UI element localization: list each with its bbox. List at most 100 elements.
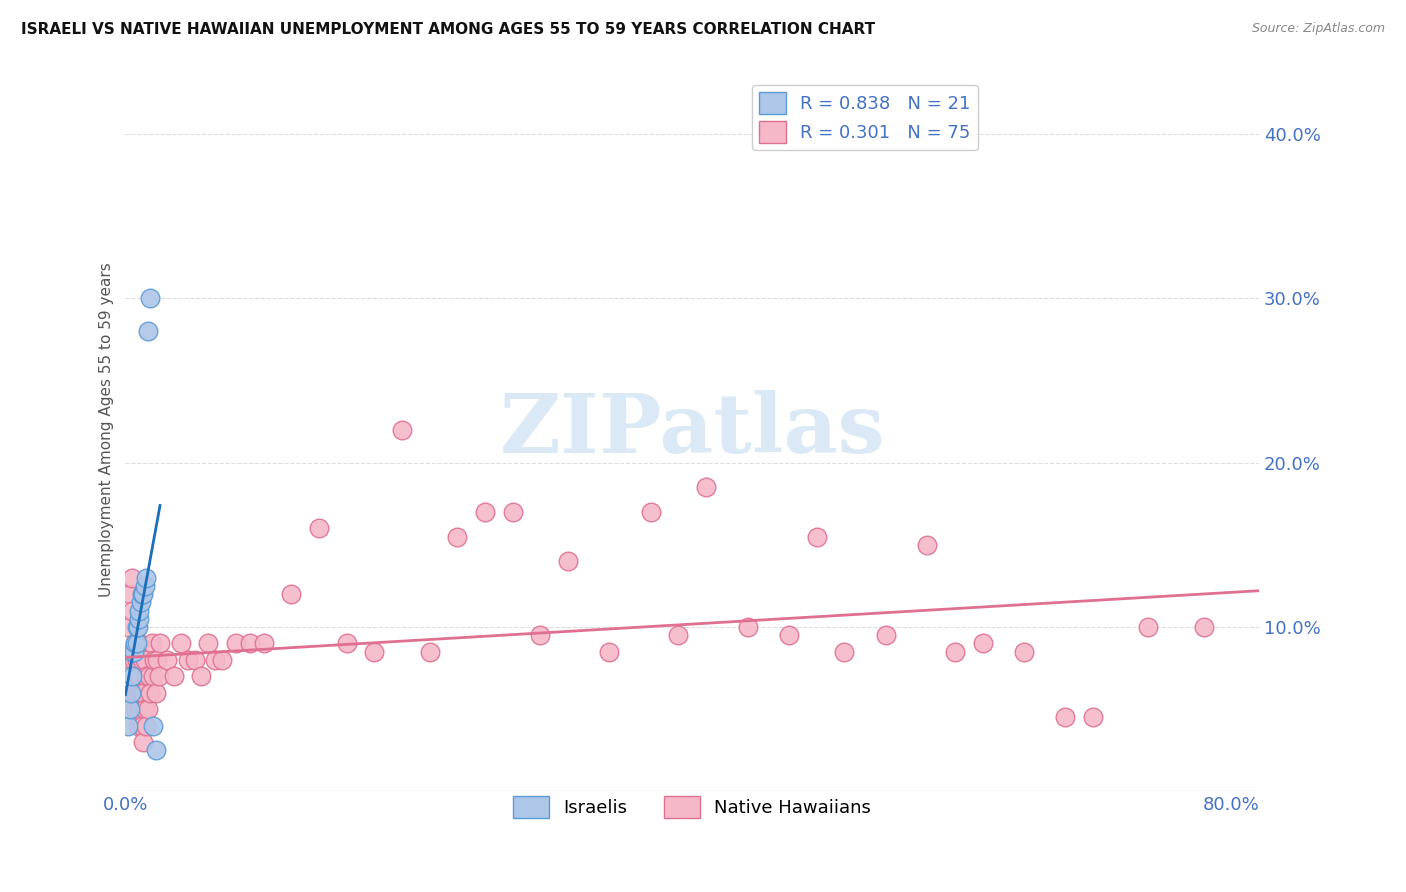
Point — [446, 530, 468, 544]
Point — [136, 702, 159, 716]
Point — [131, 718, 153, 732]
Point — [336, 636, 359, 650]
Point — [170, 636, 193, 650]
Point — [1054, 710, 1077, 724]
Text: Source: ZipAtlas.com: Source: ZipAtlas.com — [1251, 22, 1385, 36]
Point — [127, 669, 149, 683]
Point — [124, 702, 146, 716]
Point — [135, 669, 157, 683]
Point — [176, 653, 198, 667]
Point — [121, 571, 143, 585]
Point — [128, 612, 150, 626]
Point — [117, 718, 139, 732]
Point — [125, 636, 148, 650]
Point — [121, 669, 143, 683]
Point — [131, 587, 153, 601]
Point — [695, 480, 717, 494]
Point — [163, 669, 186, 683]
Point — [128, 636, 150, 650]
Point — [139, 292, 162, 306]
Point — [120, 653, 142, 667]
Point — [143, 653, 166, 667]
Point — [145, 686, 167, 700]
Point — [149, 636, 172, 650]
Point — [118, 702, 141, 716]
Point — [136, 324, 159, 338]
Point — [132, 686, 155, 700]
Point — [557, 554, 579, 568]
Point — [225, 636, 247, 650]
Point — [280, 587, 302, 601]
Point — [120, 686, 142, 700]
Point — [145, 743, 167, 757]
Point — [134, 653, 156, 667]
Point — [1192, 620, 1215, 634]
Point — [125, 653, 148, 667]
Legend: Israelis, Native Hawaiians: Israelis, Native Hawaiians — [506, 789, 879, 826]
Point — [139, 686, 162, 700]
Point — [121, 645, 143, 659]
Point — [190, 669, 212, 683]
Point — [127, 718, 149, 732]
Point — [132, 587, 155, 601]
Point — [125, 620, 148, 634]
Point — [972, 636, 994, 650]
Point — [135, 718, 157, 732]
Point — [737, 620, 759, 634]
Point — [419, 645, 441, 659]
Point — [118, 587, 141, 601]
Point — [134, 702, 156, 716]
Point — [132, 735, 155, 749]
Point — [308, 521, 330, 535]
Point — [239, 636, 262, 650]
Text: ZIPatlas: ZIPatlas — [499, 390, 884, 470]
Point — [778, 628, 800, 642]
Point — [138, 669, 160, 683]
Point — [156, 653, 179, 667]
Point — [135, 571, 157, 585]
Point — [127, 620, 149, 634]
Point — [204, 653, 226, 667]
Point — [122, 686, 145, 700]
Point — [131, 653, 153, 667]
Point — [128, 669, 150, 683]
Point — [211, 653, 233, 667]
Point — [142, 718, 165, 732]
Point — [391, 423, 413, 437]
Point — [502, 505, 524, 519]
Point — [124, 636, 146, 650]
Point — [129, 595, 152, 609]
Point — [598, 645, 620, 659]
Point — [146, 653, 169, 667]
Point — [148, 669, 170, 683]
Y-axis label: Unemployment Among Ages 55 to 59 years: Unemployment Among Ages 55 to 59 years — [100, 262, 114, 598]
Point — [124, 636, 146, 650]
Point — [943, 645, 966, 659]
Point — [363, 645, 385, 659]
Point — [1081, 710, 1104, 724]
Point — [666, 628, 689, 642]
Point — [529, 628, 551, 642]
Point — [117, 620, 139, 634]
Point — [875, 628, 897, 642]
Point — [128, 604, 150, 618]
Point — [640, 505, 662, 519]
Point — [183, 653, 205, 667]
Point — [806, 530, 828, 544]
Point — [832, 645, 855, 659]
Point — [129, 686, 152, 700]
Point — [474, 505, 496, 519]
Point — [142, 669, 165, 683]
Point — [197, 636, 219, 650]
Point — [122, 653, 145, 667]
Point — [122, 645, 145, 659]
Point — [128, 702, 150, 716]
Text: ISRAELI VS NATIVE HAWAIIAN UNEMPLOYMENT AMONG AGES 55 TO 59 YEARS CORRELATION CH: ISRAELI VS NATIVE HAWAIIAN UNEMPLOYMENT … — [21, 22, 875, 37]
Point — [141, 636, 163, 650]
Point — [915, 538, 938, 552]
Point — [125, 686, 148, 700]
Point — [1137, 620, 1160, 634]
Point — [253, 636, 276, 650]
Point — [1012, 645, 1035, 659]
Point — [121, 604, 143, 618]
